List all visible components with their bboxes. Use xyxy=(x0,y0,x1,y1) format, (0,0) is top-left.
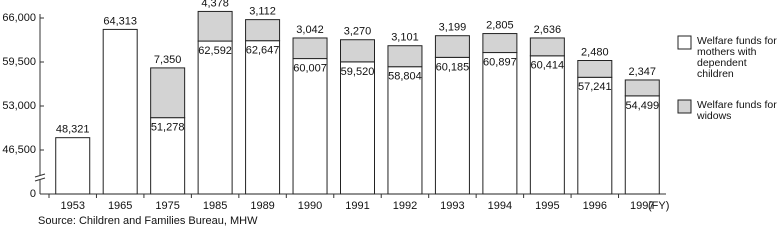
bar-segment xyxy=(387,45,423,68)
bar-segment xyxy=(150,67,186,119)
x-tick-label: 1975 xyxy=(155,200,179,212)
bar-segment xyxy=(434,56,470,195)
value-label: 64,313 xyxy=(103,15,137,27)
label-bg xyxy=(341,64,374,66)
value-label: 2,805 xyxy=(486,19,514,31)
bar-segment xyxy=(292,37,328,60)
bar-segment xyxy=(482,52,518,195)
value-label: 60,007 xyxy=(293,62,327,74)
bar-segment xyxy=(529,37,565,57)
bar-segment xyxy=(340,39,375,63)
bar-segment xyxy=(340,61,375,195)
value-label: 3,270 xyxy=(344,26,372,38)
value-label: 2,347 xyxy=(629,66,657,78)
x-tick-label: 1989 xyxy=(250,200,274,212)
x-tick-label: 1992 xyxy=(393,200,417,212)
label-bg xyxy=(483,55,516,57)
y-tick-label: 53,000 xyxy=(2,100,36,112)
label-bg xyxy=(531,58,564,60)
x-tick-label: 1993 xyxy=(440,200,464,212)
label-bg xyxy=(151,120,184,122)
value-label: 60,897 xyxy=(483,56,517,68)
value-label: 2,480 xyxy=(581,46,609,58)
y-tick-label: 0 xyxy=(30,188,36,200)
label-bg xyxy=(436,60,469,62)
label-bg xyxy=(388,69,421,71)
x-tick-label: 1990 xyxy=(298,200,322,212)
value-label: 4,378 xyxy=(201,0,229,9)
page: (FY) Source: Children and Families Burea… xyxy=(2,0,777,227)
bar-segment xyxy=(245,19,281,42)
x-tick-label: 1995 xyxy=(535,200,559,212)
x-tick-label: 1994 xyxy=(488,200,512,212)
value-label: 3,101 xyxy=(391,32,419,44)
bar-segment xyxy=(197,40,233,195)
value-label: 62,647 xyxy=(246,45,280,57)
axis-break xyxy=(34,173,46,178)
value-label: 3,199 xyxy=(439,22,467,34)
value-label: 3,042 xyxy=(296,24,324,36)
label-bg xyxy=(294,61,327,63)
bar-segment xyxy=(387,66,423,195)
source: Source: Children and Families Bureau, MH… xyxy=(38,215,258,227)
x-unit: (FY) xyxy=(648,200,669,212)
value-label: 51,278 xyxy=(151,122,185,134)
value-label: 3,112 xyxy=(249,6,276,18)
bar-segment xyxy=(197,10,233,42)
label-bg xyxy=(578,80,611,82)
label-bg xyxy=(246,43,279,45)
value-label: 57,241 xyxy=(578,81,612,93)
x-tick-label: 1965 xyxy=(108,200,132,212)
bar-segment xyxy=(102,28,138,195)
value-label: 60,414 xyxy=(531,60,565,72)
legend-swatch xyxy=(677,99,692,114)
label-bg xyxy=(626,98,659,100)
x-tick-label: 1997 xyxy=(630,200,654,212)
value-label: 60,185 xyxy=(436,61,470,73)
label-bg xyxy=(199,44,232,46)
chart: (FY) Source: Children and Families Burea… xyxy=(2,0,692,227)
value-label: 58,804 xyxy=(388,71,422,83)
bar-segment xyxy=(292,58,328,195)
legend-swatch xyxy=(677,35,692,50)
bar-segment xyxy=(624,95,660,195)
value-label: 59,520 xyxy=(341,66,375,78)
value-label: 7,350 xyxy=(154,54,182,66)
value-label: 48,321 xyxy=(56,124,90,136)
x-tick-label: 1953 xyxy=(60,200,84,212)
y-tick-label: 46,500 xyxy=(2,144,36,156)
x-tick-label: 1991 xyxy=(345,200,369,212)
x-tick-label: 1996 xyxy=(583,200,607,212)
value-label: 2,636 xyxy=(534,24,562,36)
legend-label: Welfare funds for widows xyxy=(697,99,777,122)
y-tick-label: 59,500 xyxy=(2,56,36,68)
bar-segment xyxy=(150,117,186,195)
bar-segment xyxy=(434,35,470,58)
legend-label: Welfare funds for mothers with dependent… xyxy=(697,35,777,80)
value-label: 54,499 xyxy=(625,100,659,112)
value-label: 62,592 xyxy=(198,45,232,57)
bar-segment xyxy=(55,137,91,195)
axis-break xyxy=(34,177,46,182)
bar-segment xyxy=(529,55,565,195)
x-tick-label: 1985 xyxy=(203,200,227,212)
bar-segment xyxy=(624,79,660,97)
bar-segment xyxy=(577,76,613,195)
bar-segment xyxy=(245,40,281,195)
axis-break-gap xyxy=(35,175,45,180)
y-tick-label: 66,000 xyxy=(2,12,36,24)
bar-segment xyxy=(482,33,518,54)
bar-segment xyxy=(577,60,613,78)
